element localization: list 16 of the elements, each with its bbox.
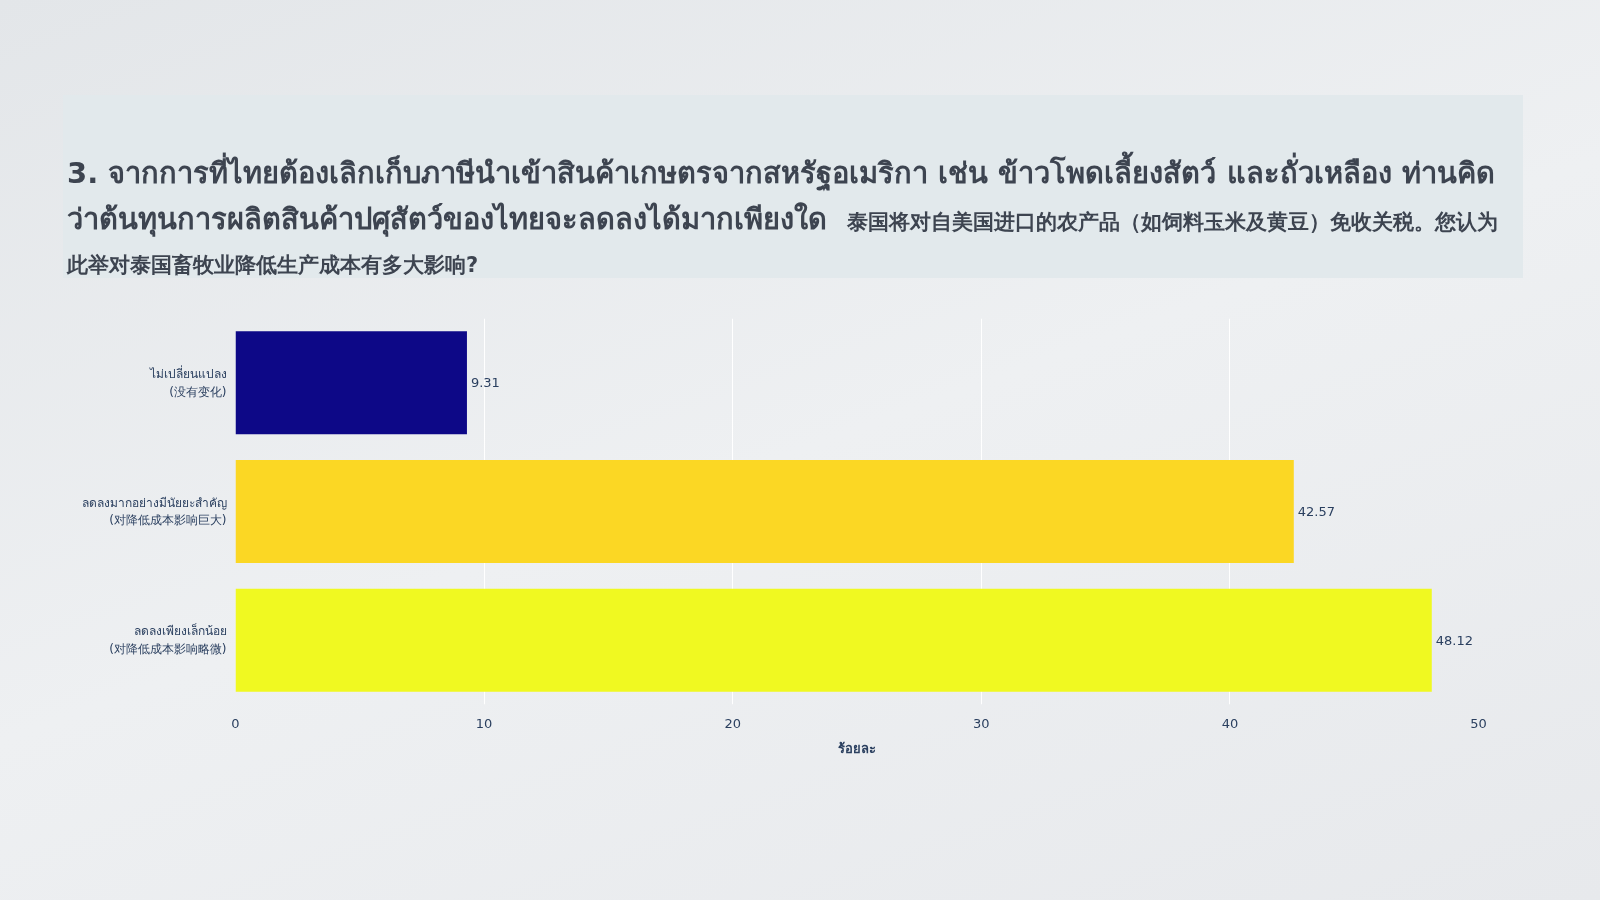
data-label: 48.12 (1435, 632, 1473, 648)
bar (235, 588, 1432, 692)
y-tick-label: ไม่เปลี่ยนแปลง (没有变化) (148, 365, 227, 399)
x-tick-label: 20 (724, 715, 741, 731)
x-axis-title: ร้อยละ (838, 740, 876, 756)
x-tick-label: 30 (973, 715, 990, 731)
x-tick-label: 10 (475, 715, 493, 731)
data-label: 9.31 (470, 375, 500, 391)
x-tick-label: 50 (1470, 715, 1487, 731)
y-tick-label: ลดลงเพียงเล็กน้อย (对降低成本影响略微) (109, 623, 227, 656)
bar (235, 460, 1294, 563)
x-tick-label: 0 (231, 715, 240, 731)
data-label: 42.57 (1297, 504, 1336, 519)
bar (235, 331, 467, 435)
x-tick-label: 40 (1221, 715, 1239, 731)
y-tick-label: ลดลงมากอย่างมีนัยยะสำคัญ (对降低成本影响巨大) (81, 495, 227, 528)
